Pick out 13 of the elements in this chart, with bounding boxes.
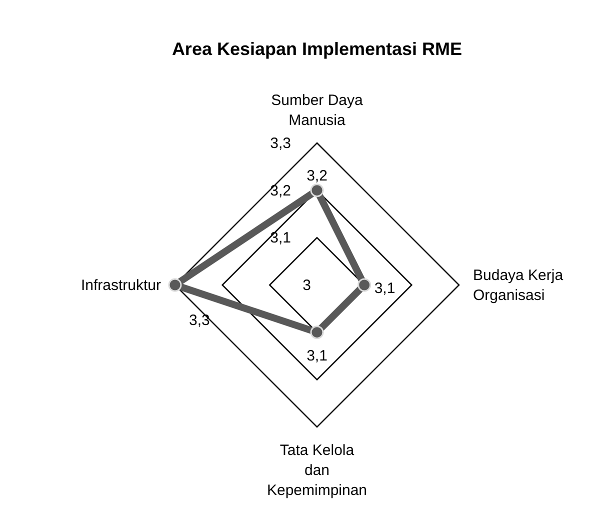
chart-title: Area Kesiapan Implementasi RME xyxy=(172,39,462,59)
data-label: 3,1 xyxy=(306,347,328,364)
data-label: 3,3 xyxy=(189,312,210,329)
y-tick-label: 3,3 xyxy=(270,135,291,152)
y-tick-label: 3,2 xyxy=(270,182,291,200)
data-label: 3,1 xyxy=(374,280,396,297)
y-tick-label: 3 xyxy=(302,277,311,294)
spoke-label: Sumber Daya Manusia xyxy=(271,92,364,129)
y-tick-label: 3,1 xyxy=(270,230,291,247)
data-label: 3,2 xyxy=(306,167,328,184)
spoke-label: Budaya Kerja Organisasi xyxy=(473,267,564,304)
spoke-label: Infrastruktur xyxy=(80,277,161,294)
spoke-label: Tata Kelola dan Kepemimpinan xyxy=(266,442,368,499)
